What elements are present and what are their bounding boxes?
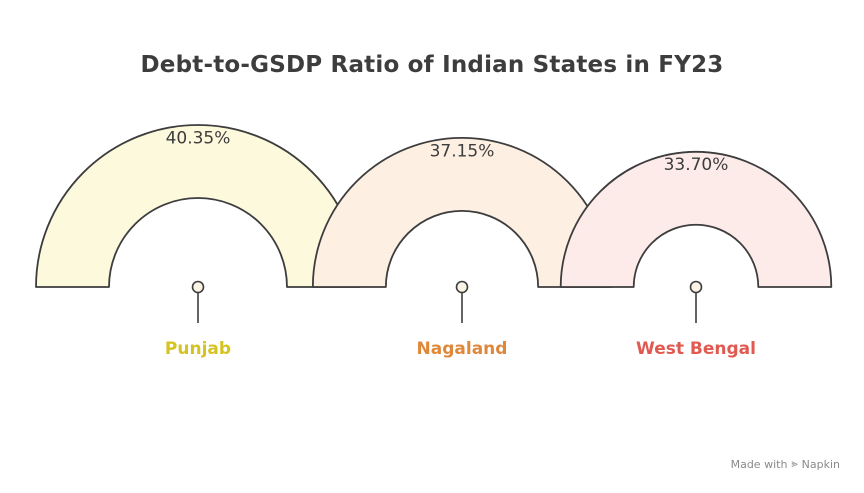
- gauge-arch-west-bengal: [559, 150, 833, 288]
- marker-dot-west-bengal: [689, 280, 703, 294]
- gauge-arch-punjab: [35, 124, 361, 288]
- arch-layer: [35, 124, 833, 288]
- category-label-nagaland: Nagaland: [417, 339, 508, 359]
- napkin-logo-icon: ⪢: [791, 457, 798, 470]
- marker-dot-nagaland: [455, 280, 469, 294]
- category-label-west-bengal: West Bengal: [636, 339, 756, 359]
- category-label-punjab: Punjab: [165, 339, 231, 359]
- marker-layer: 40.35% Punjab 37.15% Nagaland 33.70% West Ben…: [165, 129, 756, 360]
- chart-title: Debt-to-GSDP Ratio of Indian States in F…: [140, 52, 724, 78]
- made-with-napkin: Made with ⪢ Napkin: [731, 457, 840, 471]
- made-with-text: Made with: [730, 457, 788, 471]
- marker-dot-punjab: [191, 280, 205, 294]
- value-label-punjab: 40.35%: [166, 129, 231, 149]
- value-label-nagaland: 37.15%: [430, 141, 495, 161]
- napkin-brand-text: Napkin: [801, 457, 840, 471]
- value-label-west-bengal: 33.70%: [664, 155, 729, 175]
